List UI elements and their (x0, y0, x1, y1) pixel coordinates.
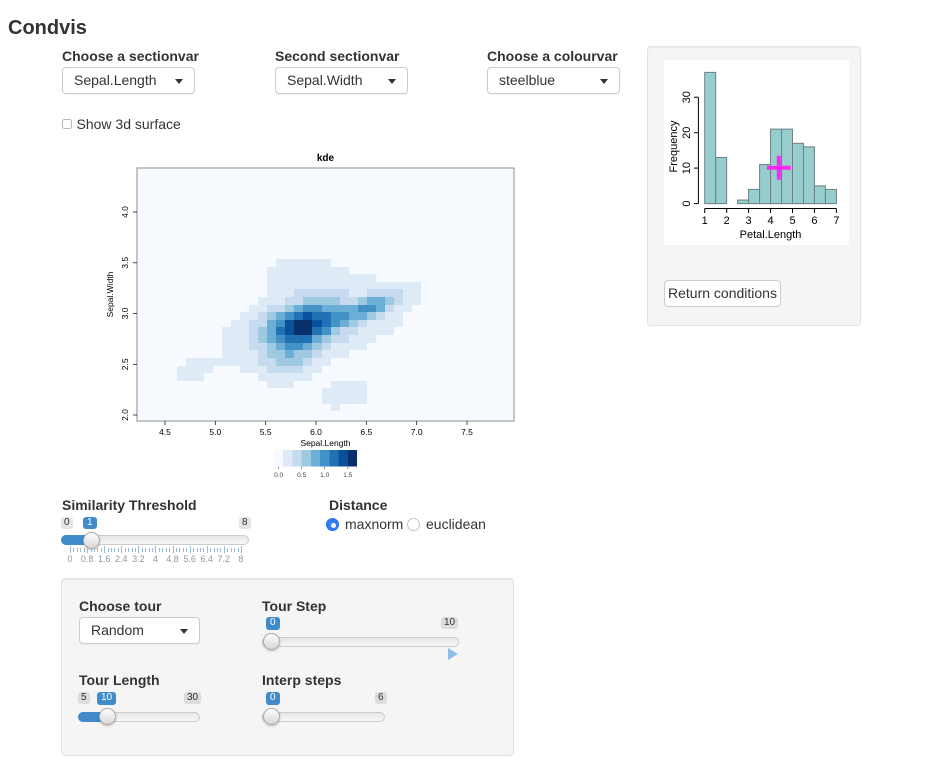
svg-text:5: 5 (789, 215, 795, 227)
svg-text:7.5: 7.5 (461, 427, 473, 437)
svg-text:10: 10 (681, 162, 693, 174)
svg-text:7: 7 (833, 215, 839, 227)
svg-text:20: 20 (681, 127, 693, 139)
svg-text:1.5: 1.5 (343, 472, 352, 479)
svg-text:6: 6 (811, 215, 817, 227)
svg-text:2.5: 2.5 (120, 358, 130, 370)
svg-text:0: 0 (681, 201, 693, 207)
svg-text:Frequency: Frequency (668, 120, 680, 172)
svg-text:1.0: 1.0 (320, 472, 329, 479)
svg-text:6.0: 6.0 (310, 427, 322, 437)
svg-text:5.0: 5.0 (209, 427, 221, 437)
svg-text:4: 4 (767, 215, 773, 227)
svg-text:kde: kde (317, 153, 335, 164)
svg-text:3.5: 3.5 (120, 257, 130, 269)
svg-text:5.5: 5.5 (260, 427, 272, 437)
svg-text:2: 2 (724, 215, 730, 227)
svg-text:4.5: 4.5 (159, 427, 171, 437)
svg-text:30: 30 (681, 91, 693, 103)
svg-text:0.5: 0.5 (297, 472, 306, 479)
svg-text:7.0: 7.0 (411, 427, 423, 437)
svg-text:Sepal.Width: Sepal.Width (105, 271, 115, 317)
svg-text:3.0: 3.0 (120, 307, 130, 319)
svg-text:3: 3 (746, 215, 752, 227)
svg-text:2.0: 2.0 (120, 409, 130, 421)
svg-text:Petal.Length: Petal.Length (740, 229, 802, 241)
svg-text:0.0: 0.0 (274, 472, 283, 479)
svg-text:1: 1 (702, 215, 708, 227)
svg-text:4.0: 4.0 (120, 206, 130, 218)
svg-text:6.5: 6.5 (360, 427, 372, 437)
svg-text:Sepal.Length: Sepal.Length (300, 438, 350, 448)
